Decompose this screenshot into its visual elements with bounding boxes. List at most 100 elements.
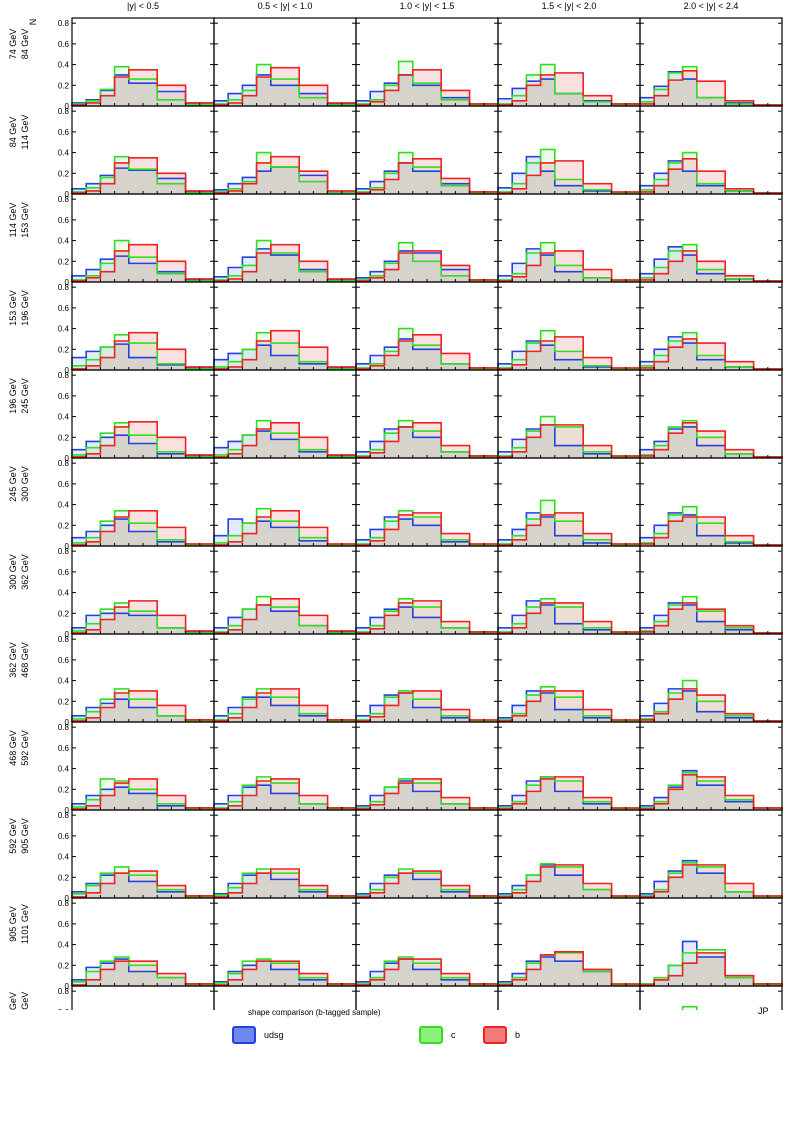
y-tick-label: 0 (65, 190, 70, 199)
y-tick-label: 0.4 (58, 413, 70, 422)
overlap-area (498, 778, 640, 810)
series-line-c (681, 1005, 698, 1010)
y-tick-label: 0.8 (58, 899, 70, 908)
panel (497, 369, 641, 459)
row-label-high: 196 GeV (20, 290, 30, 326)
series-line-b (497, 160, 641, 194)
y-tick-label: 0.2 (58, 521, 70, 530)
panel (71, 193, 215, 283)
overlap-area (356, 519, 498, 546)
series-line-b (497, 951, 641, 986)
y-axis-label: N (28, 19, 38, 26)
panel (639, 897, 783, 987)
overlap-area (640, 605, 782, 634)
y-tick-label: 0.8 (58, 987, 70, 996)
y-tick-label: 0.8 (58, 635, 70, 644)
row-label-low: 196 GeV (8, 378, 18, 414)
panel (71, 105, 215, 195)
series-line-b (497, 776, 641, 810)
overlap-area (498, 693, 640, 722)
panel (71, 545, 215, 635)
series-line-b (639, 70, 783, 106)
panel (213, 457, 357, 547)
y-tick-label: 0.2 (58, 697, 70, 706)
y-tick-label: 0.8 (58, 547, 70, 556)
column-header: |y| < 0.5 (127, 1, 159, 11)
row-label-high: 84 GeV (20, 29, 30, 60)
overlap-area (640, 343, 782, 370)
row-label-low: 592 GeV (8, 818, 18, 854)
y-tick-label: 0.6 (58, 40, 70, 49)
overlap-area (640, 957, 782, 986)
series-line-b (639, 774, 783, 810)
y-tick-label: 0.8 (58, 283, 70, 292)
column-header: 1.0 < |y| < 1.5 (400, 1, 455, 11)
y-tick-label: 0.2 (58, 961, 70, 970)
legend-label-b: b (515, 1030, 521, 1040)
y-tick-label: 0.8 (58, 811, 70, 820)
y-tick-label: 0.4 (58, 853, 70, 862)
row-label-high: 300 GeV (20, 466, 30, 502)
legend: udsg c b (0, 1026, 785, 1066)
panel (71, 281, 215, 371)
overlap-area (72, 435, 214, 458)
row-label-low: 1101 GeV (8, 992, 18, 1010)
row-label-high: 468 GeV (20, 642, 30, 678)
y-tick-label: 0.8 (58, 195, 70, 204)
panel (213, 105, 357, 195)
row-label-high: 592 GeV (20, 730, 30, 766)
y-tick-label: 0.4 (58, 677, 70, 686)
series-line-b (355, 690, 499, 722)
panel (355, 809, 499, 899)
y-tick-label: 0 (65, 894, 70, 903)
overlap-area (498, 424, 640, 458)
y-tick-label: 0.6 (58, 480, 70, 489)
row-label-low: 300 GeV (8, 554, 18, 590)
y-tick-label: 0.6 (58, 1008, 70, 1010)
overlap-area (214, 521, 356, 546)
overlap-area (640, 774, 782, 810)
overlap-area (72, 256, 214, 282)
series-line-b (71, 870, 215, 898)
panel (497, 17, 641, 107)
y-tick-label: 0 (65, 102, 70, 111)
series-line-b (355, 600, 499, 634)
panel-frame (639, 985, 783, 1010)
chart-caption: shape comparison (b-tagged sample) (248, 1008, 381, 1017)
overlap-area (356, 253, 498, 282)
legend-item-b: b (483, 1026, 520, 1044)
panel (639, 721, 783, 811)
y-tick-label: 0.8 (58, 371, 70, 380)
y-tick-label: 0.4 (58, 765, 70, 774)
legend-item-c: c (419, 1026, 456, 1044)
row-label-high: 1101 GeV (20, 904, 30, 944)
y-tick-label: 0.2 (58, 257, 70, 266)
panel (639, 545, 783, 635)
series-line-b (213, 868, 357, 898)
panel (497, 809, 641, 899)
column-header: 2.0 < |y| < 2.4 (684, 1, 739, 11)
y-tick-label: 0 (65, 278, 70, 287)
panel (639, 369, 783, 459)
overlap-area (72, 344, 214, 370)
y-tick-label: 0 (65, 366, 70, 375)
y-tick-label: 0.2 (58, 785, 70, 794)
overlap-area (356, 607, 498, 634)
panel (213, 633, 357, 723)
panel (213, 281, 357, 371)
y-tick-label: 0.8 (58, 723, 70, 732)
panel (213, 721, 357, 811)
row-label-high: 362 GeV (20, 554, 30, 590)
y-tick-label: 0.4 (58, 941, 70, 950)
overlap-area (214, 253, 356, 282)
row-label-low: 245 GeV (8, 466, 18, 502)
overlap-area (214, 605, 356, 634)
overlap-area (640, 169, 782, 194)
panel (355, 105, 499, 195)
series-line-b (355, 778, 499, 810)
y-tick-label: 0.6 (58, 920, 70, 929)
overlap-area (214, 167, 356, 194)
y-tick-label: 0.4 (58, 501, 70, 510)
y-tick-label: 0.2 (58, 609, 70, 618)
series-line-b (497, 864, 641, 898)
